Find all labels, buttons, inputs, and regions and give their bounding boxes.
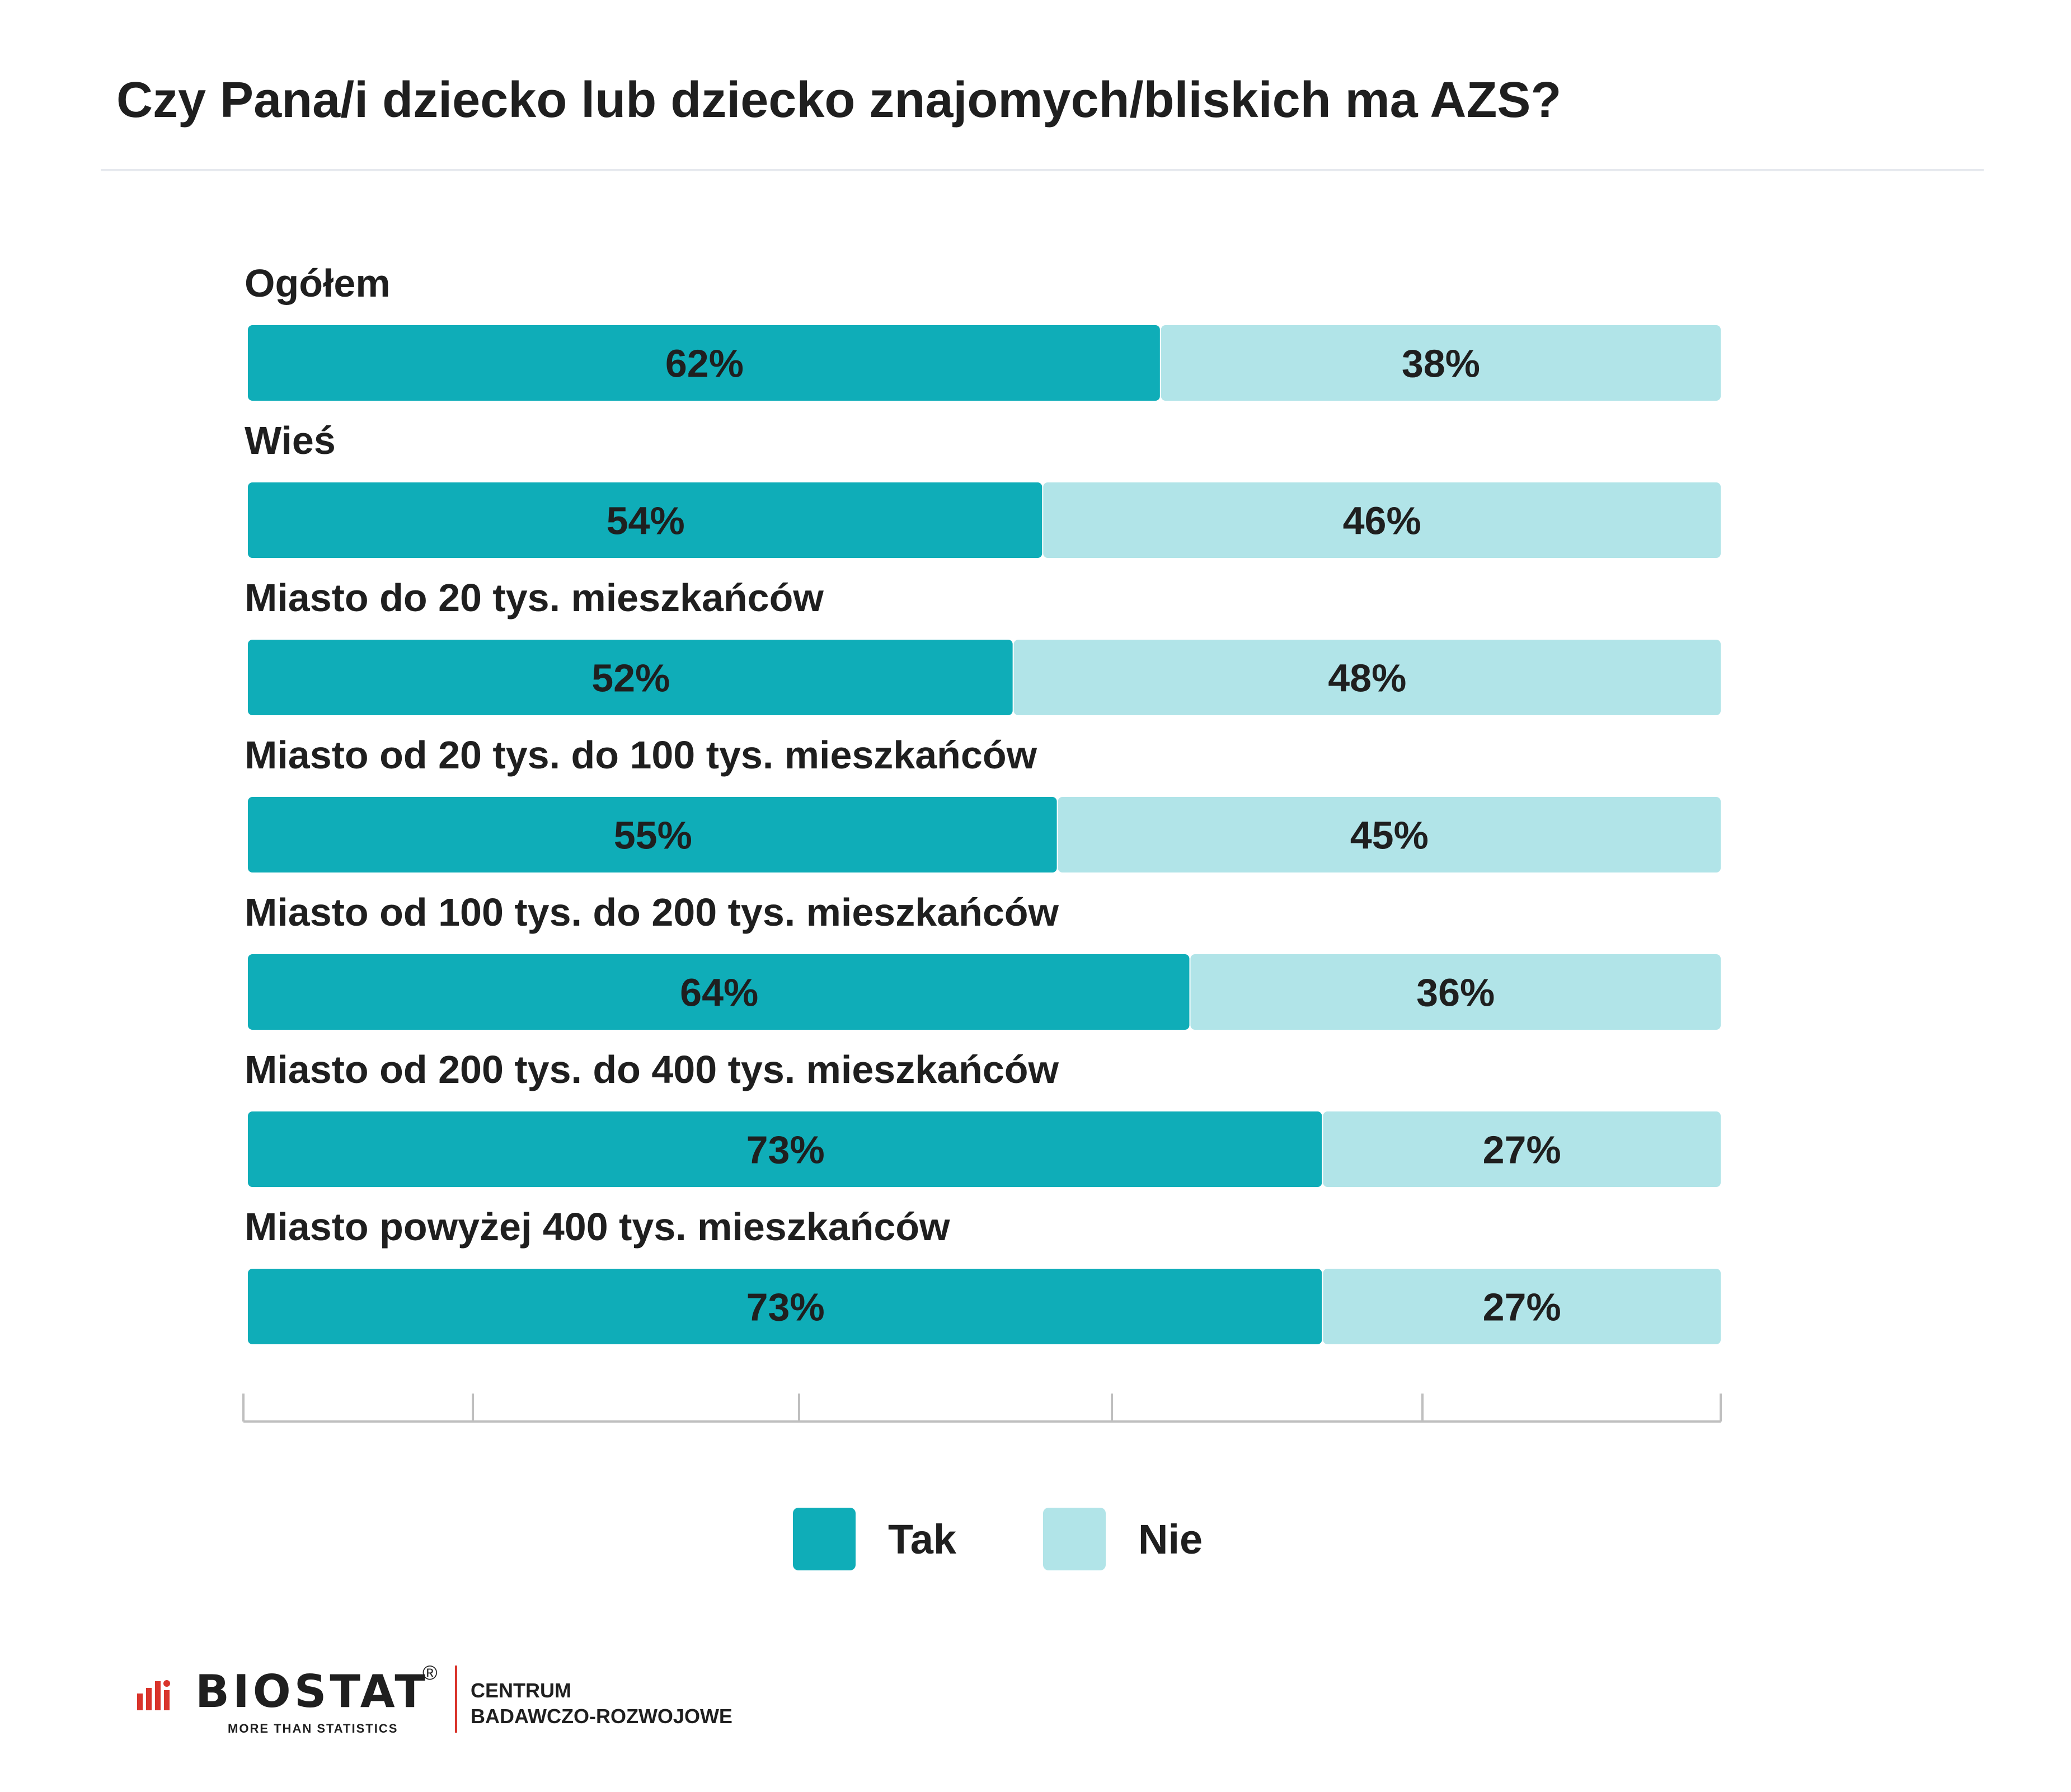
bar-segment-nie bbox=[1161, 325, 1721, 401]
data-label: 45% bbox=[1350, 814, 1429, 857]
legend-label-tak: Tak bbox=[888, 1516, 957, 1563]
bar-segment-tak bbox=[248, 325, 1160, 401]
data-label: 73% bbox=[746, 1286, 825, 1329]
data-label: 54% bbox=[607, 499, 685, 543]
bar-segment-nie bbox=[1043, 482, 1721, 558]
bar-segment-tak bbox=[248, 482, 1042, 558]
bar-segment-tak bbox=[248, 640, 1013, 715]
bar-segment-nie bbox=[1323, 1111, 1721, 1187]
data-label: 55% bbox=[614, 814, 692, 857]
logo-side-line2: BADAWCZO-ROZWOJOWE bbox=[471, 1705, 732, 1728]
bar-segment-tak bbox=[248, 1269, 1322, 1344]
stacked-bar-chart: Ogółem 62% 38% Wieś 54% 46% Miasto do 20 tys. … bbox=[242, 261, 1722, 1423]
data-label: 38% bbox=[1402, 342, 1480, 386]
legend-swatch-tak bbox=[793, 1508, 856, 1570]
legend-label-nie: Nie bbox=[1138, 1516, 1203, 1563]
data-label: 27% bbox=[1483, 1128, 1561, 1172]
data-label: 48% bbox=[1328, 656, 1406, 700]
data-label: 27% bbox=[1483, 1286, 1561, 1329]
logo-side-line1: CENTRUM bbox=[471, 1679, 571, 1702]
bar-segment-nie bbox=[1190, 954, 1721, 1030]
registered-mark: ® bbox=[422, 1661, 438, 1684]
legend-item-tak: Tak bbox=[793, 1508, 956, 1570]
logo-wordmark: BIOSTAT bbox=[195, 1666, 429, 1718]
category-label: Wieś bbox=[245, 419, 336, 462]
bar-segment-nie bbox=[1323, 1269, 1721, 1344]
category-label: Miasto powyżej 400 tys. mieszkańców bbox=[245, 1205, 950, 1249]
category-label: Miasto do 20 tys. mieszkańców bbox=[245, 576, 824, 620]
data-label: 62% bbox=[665, 342, 744, 386]
logo-side-text: CENTRUM BADAWCZO-ROZWOJOWE bbox=[471, 1678, 732, 1729]
category-label: Miasto od 20 tys. do 100 tys. mieszkańcó… bbox=[245, 733, 1037, 777]
bar-segment-tak bbox=[248, 797, 1057, 872]
data-label: 36% bbox=[1416, 971, 1495, 1015]
category-label: Miasto od 200 tys. do 400 tys. mieszkańc… bbox=[245, 1048, 1059, 1091]
bar-segment-nie bbox=[1058, 797, 1721, 872]
data-label: 46% bbox=[1343, 499, 1421, 543]
logo-tagline: MORE THAN STATISTICS bbox=[228, 1721, 398, 1735]
chart-title: Czy Pana/i dziecko lub dziecko znajomych… bbox=[116, 72, 1562, 128]
data-label: 64% bbox=[680, 971, 758, 1015]
bar-segment-tak bbox=[248, 954, 1190, 1030]
bar-segment-tak bbox=[248, 1111, 1322, 1187]
legend-swatch-nie bbox=[1043, 1508, 1106, 1570]
data-label: 52% bbox=[591, 656, 670, 700]
bar-segment-nie bbox=[1013, 640, 1721, 715]
logo-separator bbox=[455, 1666, 457, 1733]
legend-item-nie: Nie bbox=[1043, 1508, 1203, 1570]
data-label: 73% bbox=[746, 1128, 825, 1172]
category-label: Miasto od 100 tys. do 200 tys. mieszkańc… bbox=[245, 890, 1059, 934]
bar-chart-logo-icon bbox=[137, 1680, 170, 1710]
title-divider bbox=[101, 169, 1984, 171]
category-label: Ogółem bbox=[245, 261, 391, 305]
